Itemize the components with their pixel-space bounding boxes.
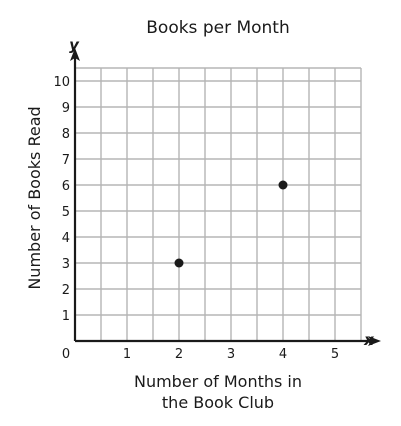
y-tick-label: 10 <box>53 75 70 90</box>
grid <box>75 67 362 341</box>
y-tick-label: 5 <box>62 205 70 220</box>
tick-labels: 1 2 3 4 5 1 2 3 4 5 6 7 8 9 10 <box>53 75 339 362</box>
x-tick-label: 4 <box>279 347 287 362</box>
y-tick-label: 2 <box>62 283 70 298</box>
y-tick-label: 3 <box>62 257 70 272</box>
x-tick-label: 1 <box>123 347 131 362</box>
y-tick-label: 7 <box>62 153 70 168</box>
y-tick-label: 1 <box>62 309 70 324</box>
x-axis-label-line-1: Number of Months in <box>134 372 302 391</box>
y-tick-label: 8 <box>62 127 70 142</box>
x-tick-label: 3 <box>227 347 235 362</box>
x-axis-label-line-2: the Book Club <box>162 393 274 412</box>
axes <box>70 48 381 346</box>
x-tick-label: 5 <box>331 347 339 362</box>
y-axis-arrow <box>70 48 80 61</box>
x-tick-label: 2 <box>175 347 183 362</box>
data-point <box>278 180 288 190</box>
x-axis-letter: x <box>363 331 375 349</box>
y-axis-letter: y <box>69 36 80 54</box>
y-tick-label: 9 <box>62 101 70 116</box>
origin-label: 0 <box>62 347 70 362</box>
data-point <box>174 258 184 268</box>
x-axis-arrow <box>368 336 381 346</box>
y-tick-label: 4 <box>62 231 70 246</box>
chart-title: Books per Month <box>146 18 290 38</box>
y-axis-label: Number of Books Read <box>25 106 44 289</box>
data-points <box>174 180 288 268</box>
y-tick-label: 6 <box>62 179 70 194</box>
